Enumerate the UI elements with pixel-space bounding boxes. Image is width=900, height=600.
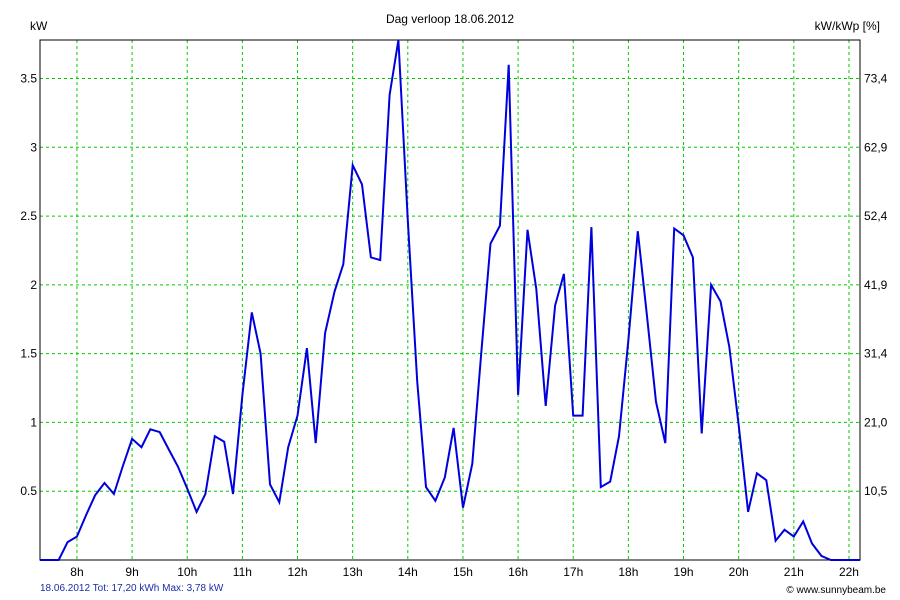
footer-summary: 18.06.2012 Tot: 17,20 kWh Max: 3,78 kW <box>40 583 224 594</box>
x-tick-label: 14h <box>398 565 418 579</box>
y-right-tick-label: 73,4 <box>864 72 888 86</box>
y-right-tick-label: 62,9 <box>864 140 888 154</box>
x-tick-label: 10h <box>177 565 197 579</box>
x-tick-label: 22h <box>839 565 859 579</box>
y-right-tick-label: 41,9 <box>864 278 888 292</box>
y-axis-left-ticks: 0.5 1 1.5 2 2.5 3 3.5 <box>20 72 37 499</box>
y-right-tick-label: 21,0 <box>864 415 888 429</box>
x-tick-label: 12h <box>288 565 308 579</box>
x-tick-label: 13h <box>343 565 363 579</box>
plot-frame <box>39 39 861 561</box>
y-right-tick-label: 10,5 <box>864 484 888 498</box>
x-tick-label: 8h <box>70 565 83 579</box>
grid-lines <box>40 40 860 560</box>
x-tick-label: 17h <box>563 565 583 579</box>
x-tick-label: 19h <box>674 565 694 579</box>
y-left-tick-label: 3 <box>30 140 37 154</box>
y-left-tick-label: 1.5 <box>20 347 37 361</box>
series-layer <box>40 39 860 561</box>
y-left-tick-label: 2.5 <box>20 209 37 223</box>
x-tick-label: 21h <box>784 565 804 579</box>
footer-copyright[interactable]: © www.sunnybeam.be <box>786 585 886 596</box>
y-axis-left-label: kW <box>30 19 48 33</box>
x-tick-label: 16h <box>508 565 528 579</box>
y-axis-right-ticks: 10,5 21,0 31,4 41,9 52,4 62,9 73,4 <box>864 72 888 499</box>
x-axis-ticks: 8h 9h 10h 11h 12h 13h 14h 15h 16h 17h 18h 19h 20h 21h… <box>70 565 859 579</box>
y-left-tick-label: 0.5 <box>20 484 37 498</box>
chart-title: Dag verloop 18.06.2012 <box>385 12 515 26</box>
x-tick-label: 9h <box>125 565 138 579</box>
x-tick-label: 20h <box>729 565 749 579</box>
y-left-tick-label: 3.5 <box>20 72 37 86</box>
y-left-tick-label: 1 <box>30 415 37 429</box>
x-tick-label: 18h <box>618 565 638 579</box>
x-tick-label: 11h <box>233 565 252 579</box>
y-axis-right-label: kW/kWp [%] <box>814 19 880 33</box>
y-left-tick-label: 2 <box>30 278 37 292</box>
y-right-tick-label: 31,4 <box>864 347 888 361</box>
x-tick-label: 15h <box>453 565 473 579</box>
y-right-tick-label: 52,4 <box>864 209 888 223</box>
plot-border <box>39 39 861 561</box>
series-line <box>40 39 860 561</box>
